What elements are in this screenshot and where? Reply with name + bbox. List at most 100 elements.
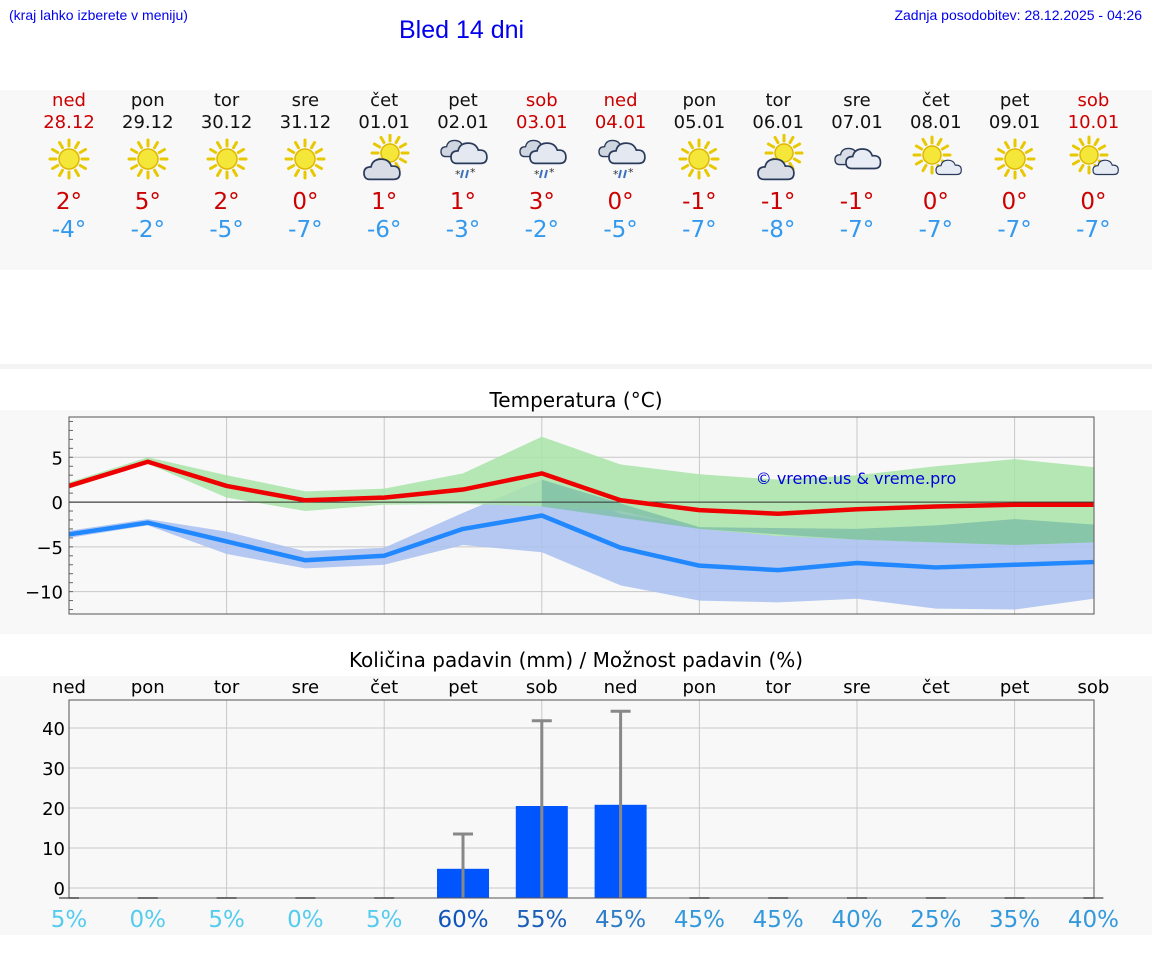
day-column: sre 31.12 0° -7°	[266, 90, 345, 244]
precip-probability: 5%	[366, 907, 403, 933]
svg-text:*: *	[455, 168, 461, 181]
y-tick-label: 30	[42, 759, 65, 780]
page-title: Bled 14 dni	[399, 16, 525, 44]
weather-icon	[30, 134, 109, 184]
svg-text:*: *	[534, 168, 540, 181]
y-tick-label: 20	[42, 799, 65, 820]
sun-cloud-icon	[363, 134, 410, 181]
temp-min: -5°	[209, 217, 244, 243]
precip-probability: 0%	[287, 907, 324, 933]
temp-max: -1°	[682, 189, 717, 215]
svg-text:*: *	[613, 168, 619, 181]
x-day-label: tor	[214, 677, 240, 698]
day-date: 03.01	[516, 112, 568, 133]
temp-min: -7°	[839, 217, 875, 243]
day-name: pon	[130, 90, 165, 111]
precip-probability: 45%	[595, 907, 646, 933]
sun-icon	[127, 138, 169, 180]
day-name: sob	[525, 90, 558, 111]
x-day-label: ned	[52, 677, 86, 698]
x-day-label: pon	[131, 677, 165, 698]
temp-min: -4°	[51, 217, 87, 243]
x-day-label: tor	[765, 677, 791, 698]
precipitation-chart: ned pon tor sre čet pet sob ned pon tor sre čet pet s…	[42, 677, 1119, 933]
temp-max: 2°	[55, 189, 83, 215]
temp-max: -1°	[760, 189, 796, 215]
weather-icon	[818, 134, 897, 184]
precip-probability: 45%	[674, 907, 725, 933]
day-column: čet 08.01 0° -7°	[896, 90, 975, 244]
day-date: 31.12	[279, 112, 332, 133]
day-column: pet 02.01 * * 1° -3°	[424, 90, 503, 244]
precipitation-chart-title: Količina padavin (mm) / Možnost padavin …	[348, 648, 804, 672]
precip-probability: 25%	[910, 907, 961, 933]
day-column: pon 05.01 -1° -7°	[660, 90, 739, 244]
y-tick-label: −5	[36, 538, 63, 559]
sun-icon	[678, 138, 720, 180]
y-tick-label: 0	[54, 879, 65, 900]
weather-icon	[1054, 134, 1133, 184]
plot-frame	[68, 416, 1095, 615]
day-name: sob	[1077, 90, 1110, 111]
temp-min: -7°	[918, 217, 954, 243]
day-date: 29.12	[122, 112, 174, 133]
temp-max: 0°	[292, 189, 319, 215]
precip-probability: 40%	[831, 907, 882, 933]
x-day-label: pet	[1000, 677, 1030, 698]
forecast-band	[0, 90, 1152, 270]
band-overlap	[541, 479, 1094, 546]
temp-max: -1°	[839, 189, 875, 215]
day-date: 02.01	[437, 112, 489, 133]
x-day-label: sre	[292, 677, 319, 698]
x-day-label: čet	[922, 677, 950, 698]
temp-min: -2°	[130, 217, 166, 243]
sun-icon	[48, 138, 90, 180]
sun-small-cloud-icon	[912, 135, 962, 176]
day-date: 30.12	[200, 112, 253, 133]
svg-text:*: *	[470, 166, 476, 179]
plot-frame	[68, 699, 1095, 899]
watermark: © vreme.us & vreme.pro	[756, 469, 957, 488]
day-column: pet 09.01 0° -7°	[975, 90, 1054, 244]
temp-max: 0°	[922, 189, 949, 215]
y-tick-label: 5	[52, 448, 63, 469]
day-column: ned 28.12 2° -4°	[30, 90, 109, 244]
day-column: tor 06.01 -1° -8°	[739, 90, 818, 244]
x-day-label: sob	[1077, 677, 1109, 698]
y-tick-label: 10	[42, 839, 65, 860]
y-tick-label: 0	[52, 493, 63, 514]
plot-area	[69, 700, 1094, 898]
day-date: 07.01	[831, 112, 883, 133]
temperature-chart-title: Temperatura (°C)	[489, 388, 663, 412]
day-column: tor 30.12 2° -5°	[187, 90, 266, 244]
svg-text:*: *	[549, 166, 555, 179]
day-column: sob 10.01 0° -7°	[1054, 90, 1133, 244]
temp-max: 5°	[134, 189, 161, 215]
weather-icon	[345, 134, 424, 184]
weather-icon: * *	[581, 134, 660, 184]
day-name: pet	[999, 90, 1030, 111]
weather-icon: * *	[502, 134, 581, 184]
cloud-rain-snow-icon: * *	[519, 139, 567, 181]
sun-icon	[284, 138, 326, 180]
weather-icon	[108, 134, 187, 184]
min-range-band	[69, 479, 1094, 610]
day-column: ned 04.01 * * 0° -5°	[581, 90, 660, 244]
x-day-label: pet	[448, 677, 478, 698]
day-date: 01.01	[358, 112, 410, 133]
weather-icon	[266, 134, 345, 184]
y-tick-label: 40	[42, 719, 65, 740]
cloud-icon	[834, 147, 882, 170]
region-menu-hint[interactable]: (kraj lahko izberete v meniju)	[9, 7, 188, 23]
day-date: 05.01	[673, 112, 726, 133]
weather-icon: * *	[424, 134, 503, 184]
temp-min: -3°	[445, 217, 481, 243]
precip-probability: 40%	[1068, 907, 1119, 933]
temp-min: -7°	[288, 217, 323, 243]
weather-icon	[739, 134, 818, 184]
x-day-label: pon	[682, 677, 716, 698]
day-name: ned	[603, 90, 638, 111]
cloud-rain-snow-icon: * *	[597, 139, 646, 181]
temp-max: 0°	[1001, 189, 1028, 215]
day-name: tor	[213, 90, 240, 111]
